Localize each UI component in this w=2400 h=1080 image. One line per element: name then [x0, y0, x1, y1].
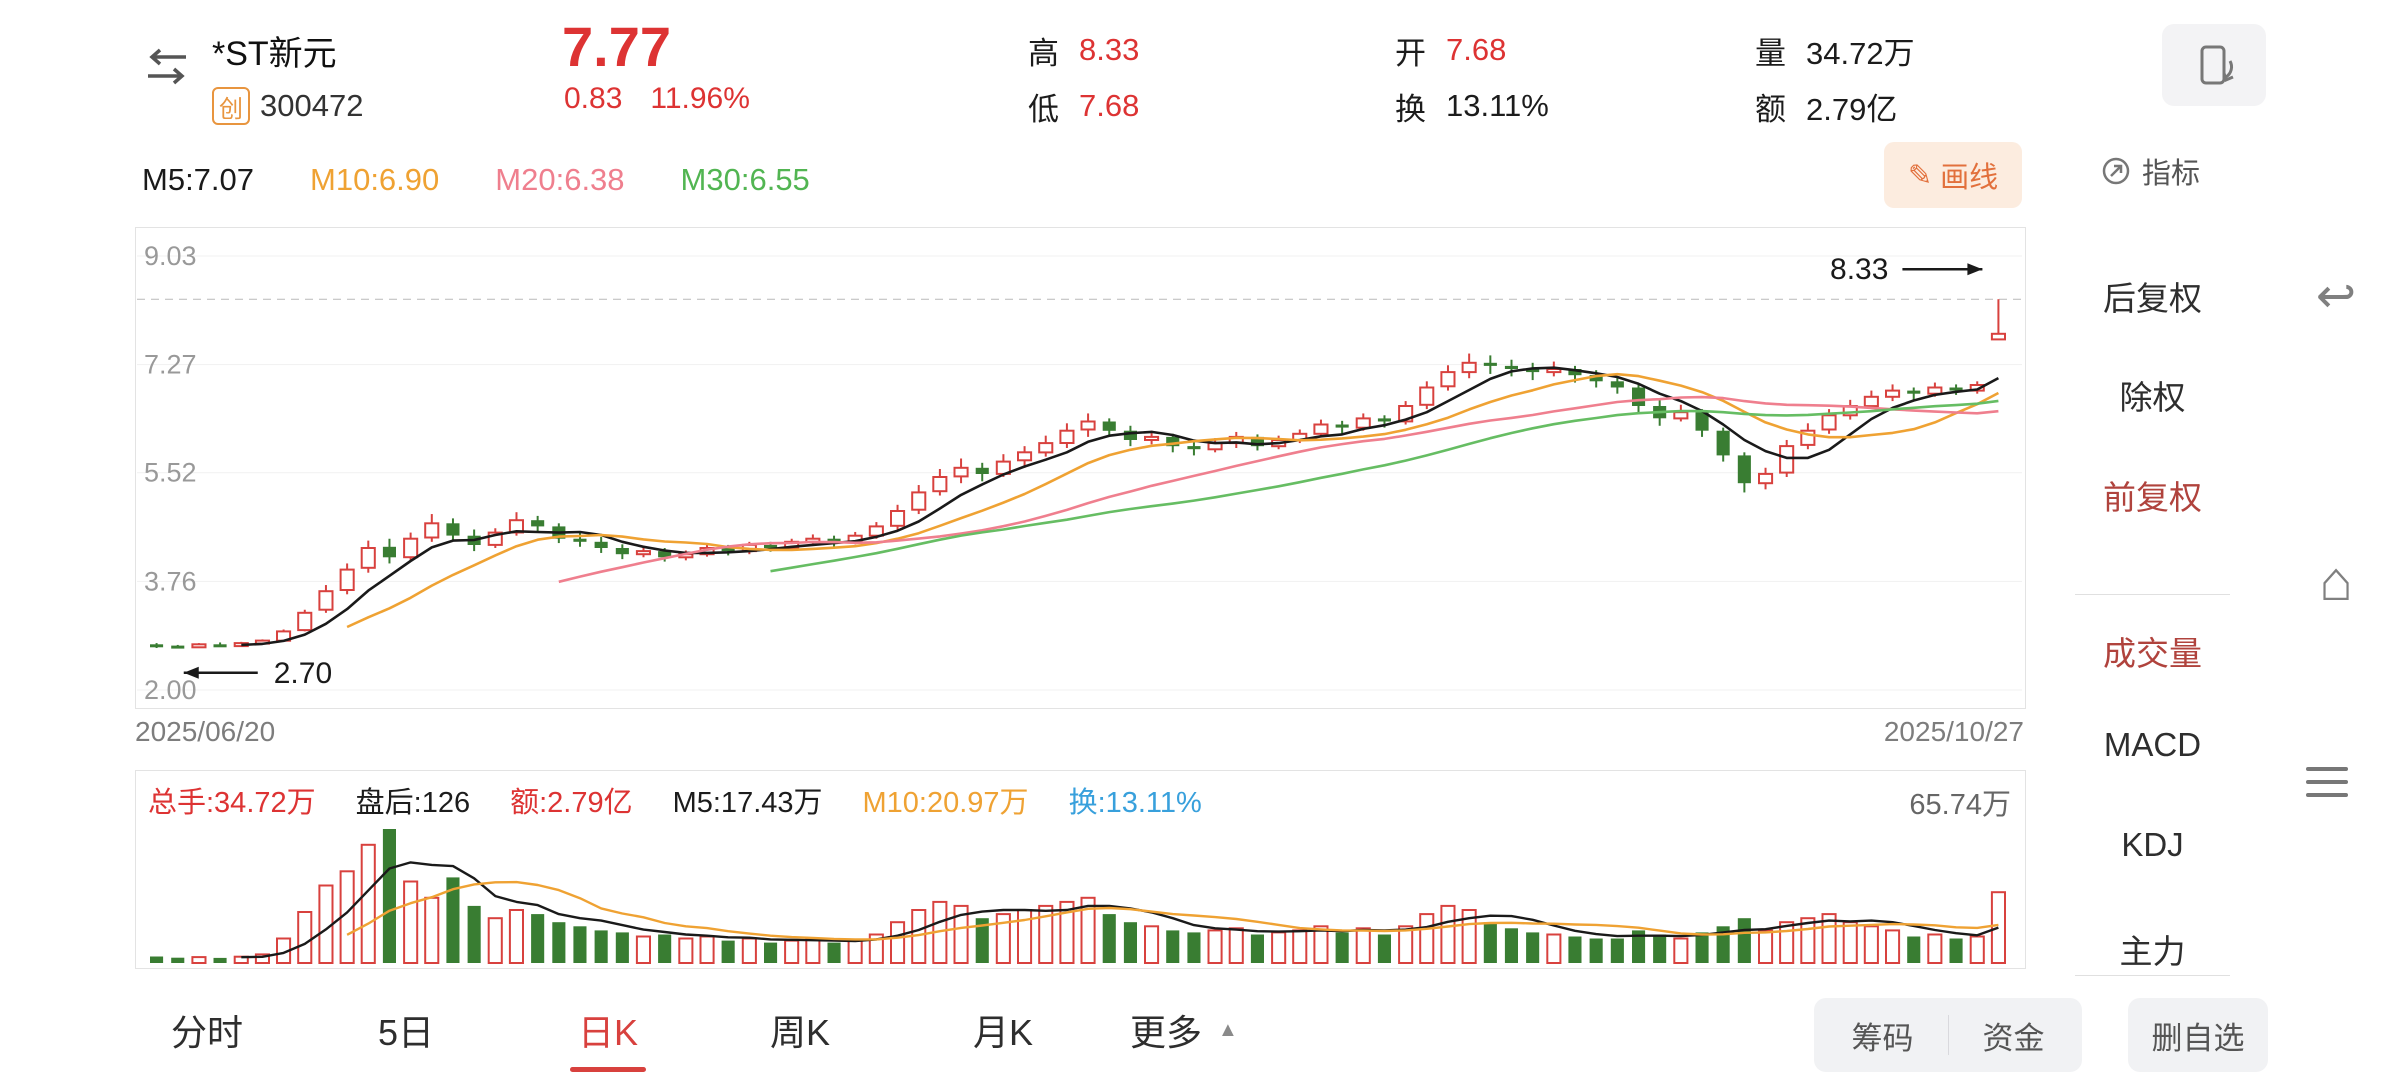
chips-funds-pill: 筹码 资金 — [1814, 998, 2082, 1072]
sidebar-divider — [2075, 594, 2230, 595]
tab-timeshare[interactable]: 分时 — [170, 1012, 244, 1053]
tab-more[interactable]: 更多 ▲ — [1130, 1004, 1238, 1056]
turnover-rate: 换:13.11% — [1068, 787, 1202, 819]
chips-button[interactable]: 筹码 — [1851, 1020, 1914, 1056]
tab-daily-k[interactable]: 日K — [569, 1004, 646, 1072]
volume-label: 量 — [1755, 35, 1786, 71]
svg-text:2.70: 2.70 — [274, 657, 332, 690]
sidebar-item-volume[interactable]: 成交量 — [2103, 635, 2202, 672]
price-chart-panel[interactable]: 9.03 7.27 5.52 3.76 2.00 8.33 2.70 — [135, 227, 2026, 709]
turnover-label: 换 — [1395, 91, 1426, 127]
sidebar-item-macd[interactable]: MACD — [2103, 726, 2202, 763]
date-start: 2025/06/20 — [135, 716, 276, 747]
high-value: 8.33 — [1079, 32, 1140, 67]
tab-daily-k-label: 日K — [577, 1012, 639, 1053]
price-change: 0.83 11.96% — [564, 82, 750, 116]
svg-text:5.52: 5.52 — [144, 458, 197, 488]
remove-watchlist-label: 删自选 — [2151, 1020, 2245, 1056]
ma20-label: M20:6.38 — [495, 162, 625, 197]
amount-value: 2.79亿 — [1806, 91, 1898, 127]
tab-weekly-k[interactable]: 周K — [769, 1012, 831, 1053]
change-amount: 0.83 — [564, 82, 623, 115]
amount-label: 额 — [1755, 91, 1786, 127]
total-hands: 总手:34.72万 — [148, 787, 316, 819]
low-label: 低 — [1028, 91, 1059, 127]
svg-text:2.00: 2.00 — [144, 675, 197, 705]
funds-button[interactable]: 资金 — [1982, 1020, 2045, 1056]
tab-monthly-k[interactable]: 月K — [972, 1012, 1034, 1053]
date-end: 2025/10/27 — [1883, 716, 2024, 747]
svg-text:3.76: 3.76 — [144, 566, 197, 596]
vol-ma5-label: M5:17.43万 — [672, 787, 823, 819]
indicator-menu-label: 指标 — [2142, 158, 2201, 190]
volume-axis-max: 65.74万 — [1909, 789, 2011, 821]
pencil-icon: ✎ — [1907, 159, 1933, 192]
after-hours: 盘后:126 — [355, 787, 471, 819]
ma5-label: M5:7.07 — [142, 162, 255, 197]
amount: 额:2.79亿 — [510, 787, 633, 819]
sidebar-divider-bottom — [2075, 975, 2230, 976]
rotate-screen-button[interactable] — [2162, 24, 2266, 106]
low-value: 7.68 — [1079, 88, 1140, 123]
stats-col-volume-amount: 量 34.72万 额 2.79亿 — [1755, 26, 1915, 138]
sidebar-item-ex-rights[interactable]: 除权 — [2119, 379, 2186, 416]
volume-chart-canvas[interactable] — [136, 771, 2023, 966]
ma30-label: M30:6.55 — [680, 162, 810, 197]
vol-ma10-label: M10:20.97万 — [862, 787, 1029, 819]
bottom-tab-bar: 分时 5日 日K 周K 月K 更多 ▲ 筹码 资金 删自选 — [0, 990, 2400, 1080]
switch-stock-icon-svg — [148, 48, 186, 85]
tab-more-label: 更多 — [1130, 1012, 1203, 1053]
ma-legend: M5:7.07 M10:6.90 M20:6.38 M30:6.55 — [142, 162, 810, 198]
remove-watchlist-button[interactable]: 删自选 — [2128, 998, 2268, 1072]
draw-line-button[interactable]: ✎ 画线 — [1884, 142, 2022, 208]
svg-text:8.33: 8.33 — [1830, 253, 1888, 286]
change-percent: 11.96% — [650, 82, 750, 115]
switch-stock-icon[interactable] — [140, 42, 194, 92]
svg-text:7.27: 7.27 — [144, 350, 197, 380]
stock-name: *ST新元 — [212, 35, 337, 73]
stock-code: 300472 — [260, 88, 364, 123]
sidebar-item-main-force[interactable]: 主力 — [2119, 933, 2186, 970]
board-badge-chinext: 创 — [212, 87, 250, 125]
ma10-label: M10:6.90 — [310, 162, 440, 197]
stats-col-high-low: 高 8.33 低 7.68 — [1028, 26, 1139, 138]
svg-text:9.03: 9.03 — [144, 241, 197, 271]
pill-divider — [1947, 1015, 1949, 1055]
date-axis: 2025/06/20 2025/10/27 — [135, 716, 2024, 748]
turnover-value: 13.11% — [1446, 88, 1549, 123]
undo-icon[interactable]: ↩ — [2315, 270, 2357, 323]
stats-col-open-turnover: 开 7.68 换 13.11% — [1395, 26, 1549, 138]
active-tab-underline — [569, 1067, 646, 1072]
home-icon[interactable]: ⌂ — [2319, 549, 2353, 612]
volume-chart-panel[interactable]: 总手:34.72万 盘后:126 额:2.79亿 M5:17.43万 M10:2… — [135, 770, 2026, 969]
last-price: 7.77 — [562, 15, 671, 78]
indicator-menu-button[interactable]: 指标 — [2100, 150, 2200, 192]
high-label: 高 — [1028, 35, 1059, 71]
price-chart-canvas[interactable]: 9.03 7.27 5.52 3.76 2.00 8.33 2.70 — [136, 228, 2023, 706]
sidebar-item-kdj[interactable]: KDJ — [2121, 826, 2184, 863]
open-label: 开 — [1395, 35, 1426, 71]
draw-line-label: 画线 — [1940, 162, 1999, 194]
stock-identity: *ST新元 创 300472 — [212, 26, 363, 125]
sidebar-item-forward-adjust[interactable]: 前复权 — [2103, 479, 2202, 516]
volume-value: 34.72万 — [1806, 35, 1915, 71]
triangle-up-icon: ▲ — [1218, 1018, 1238, 1041]
sidebar-item-backward-adjust[interactable]: 后复权 — [2103, 280, 2202, 317]
open-value: 7.68 — [1446, 32, 1507, 67]
compass-icon — [2102, 157, 2130, 185]
tab-5day[interactable]: 5日 — [377, 1012, 435, 1053]
volume-legend: 总手:34.72万 盘后:126 额:2.79亿 M5:17.43万 M10:2… — [148, 779, 1202, 821]
menu-icon[interactable] — [2306, 758, 2366, 806]
rotate-phone-icon — [2200, 45, 2234, 85]
